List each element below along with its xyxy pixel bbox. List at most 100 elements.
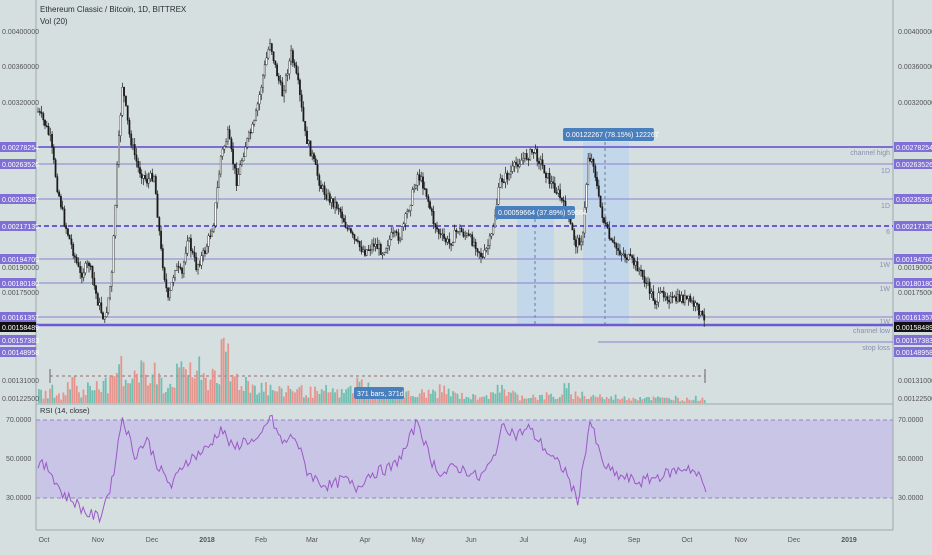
- volume-bar: [78, 392, 80, 403]
- volume-bar: [639, 397, 641, 403]
- volume-bar: [703, 400, 706, 403]
- price-candle: [385, 248, 387, 253]
- price-candle: [576, 237, 579, 248]
- price-candle: [425, 188, 428, 197]
- price-candle: [179, 267, 182, 269]
- price-candle: [480, 252, 482, 257]
- price-candle: [378, 243, 380, 249]
- volume-bar: [556, 398, 559, 403]
- volume-bar: [352, 393, 354, 403]
- volume-bar: [614, 394, 617, 403]
- price-candle: [181, 268, 183, 274]
- price-candle: [142, 175, 145, 179]
- price-candle: [323, 185, 326, 195]
- volume-bar: [162, 393, 165, 403]
- price-tick-left: 0.00122500: [2, 396, 39, 403]
- volume-bar: [536, 399, 539, 403]
- price-candle: [432, 210, 435, 224]
- volume-bar: [530, 398, 532, 403]
- price-candle: [634, 261, 637, 266]
- volume-bar: [686, 397, 688, 403]
- price-candle: [244, 146, 247, 158]
- price-candle: [422, 176, 424, 189]
- volume-bar: [107, 393, 109, 403]
- volume-bar: [265, 382, 267, 403]
- volume-bar: [205, 377, 207, 403]
- volume-bar: [53, 397, 56, 403]
- volume-bar: [452, 391, 454, 403]
- price-candle: [52, 146, 55, 161]
- volume-bar: [220, 339, 223, 403]
- price-candle: [610, 238, 613, 241]
- volume-bar: [592, 394, 595, 403]
- price-candle: [332, 198, 335, 208]
- price-candle: [91, 265, 94, 279]
- price-candle: [168, 290, 171, 298]
- price-candle: [596, 177, 598, 187]
- price-candle: [367, 249, 370, 251]
- rsi-tick-right: 50.0000: [898, 456, 923, 463]
- volume-bar: [474, 395, 477, 403]
- price-candle: [488, 235, 491, 246]
- price-candle: [100, 302, 103, 313]
- price-candle: [61, 206, 64, 210]
- volume-bar: [561, 394, 564, 403]
- price-candle: [105, 312, 108, 317]
- volume-bar: [427, 389, 430, 403]
- volume-bar: [62, 392, 65, 403]
- price-candle: [309, 140, 312, 157]
- volume-bar: [436, 398, 439, 403]
- price-candle: [420, 176, 423, 181]
- volume-bar: [307, 397, 310, 403]
- price-candle: [286, 73, 289, 76]
- volume-bar: [311, 397, 314, 403]
- volume-bar: [314, 386, 316, 403]
- price-candle: [698, 304, 700, 316]
- volume-bar: [645, 397, 648, 403]
- price-candle: [267, 49, 270, 59]
- rsi-series: [37, 414, 707, 524]
- price-candle: [197, 264, 199, 270]
- price-candle: [464, 235, 467, 237]
- volume-bar: [523, 398, 526, 403]
- price-candle: [313, 153, 315, 160]
- price-candle: [443, 233, 445, 239]
- price-candle: [167, 287, 169, 298]
- price-candle: [68, 234, 71, 240]
- price-candle: [306, 130, 308, 145]
- volume-bar: [305, 395, 307, 403]
- volume-bar: [525, 398, 528, 403]
- price-candle: [233, 163, 236, 169]
- volume-bar: [628, 398, 630, 403]
- volume-bar: [565, 388, 568, 403]
- level-badge-left: 0.00148958: [2, 350, 39, 357]
- volume-bar: [581, 391, 584, 403]
- volume-bar: [262, 391, 265, 403]
- price-candle: [571, 223, 574, 231]
- volume-bar: [512, 390, 515, 403]
- price-candle: [281, 82, 284, 97]
- price-candle: [517, 164, 519, 167]
- price-candle: [80, 272, 83, 278]
- volume-bar: [191, 377, 194, 403]
- price-candle: [360, 246, 363, 252]
- price-candle: [265, 57, 268, 66]
- price-candle: [279, 80, 282, 83]
- volume-bar: [233, 376, 236, 403]
- volume-bar: [260, 382, 263, 403]
- price-candle: [441, 233, 444, 236]
- price-candle: [638, 269, 641, 272]
- rsi-tick-left: 50.0000: [6, 456, 31, 463]
- price-candle: [110, 272, 113, 287]
- price-candle: [466, 233, 468, 236]
- price-candle: [116, 164, 119, 206]
- level-badge-right: 0.00158489: [896, 325, 932, 332]
- volume-bar: [429, 393, 432, 403]
- volume-bar: [180, 361, 183, 403]
- volume-bar: [182, 367, 185, 403]
- price-candle: [256, 103, 259, 111]
- volume-bar: [487, 399, 490, 403]
- price-candle: [671, 296, 674, 298]
- volume-bar: [44, 390, 47, 403]
